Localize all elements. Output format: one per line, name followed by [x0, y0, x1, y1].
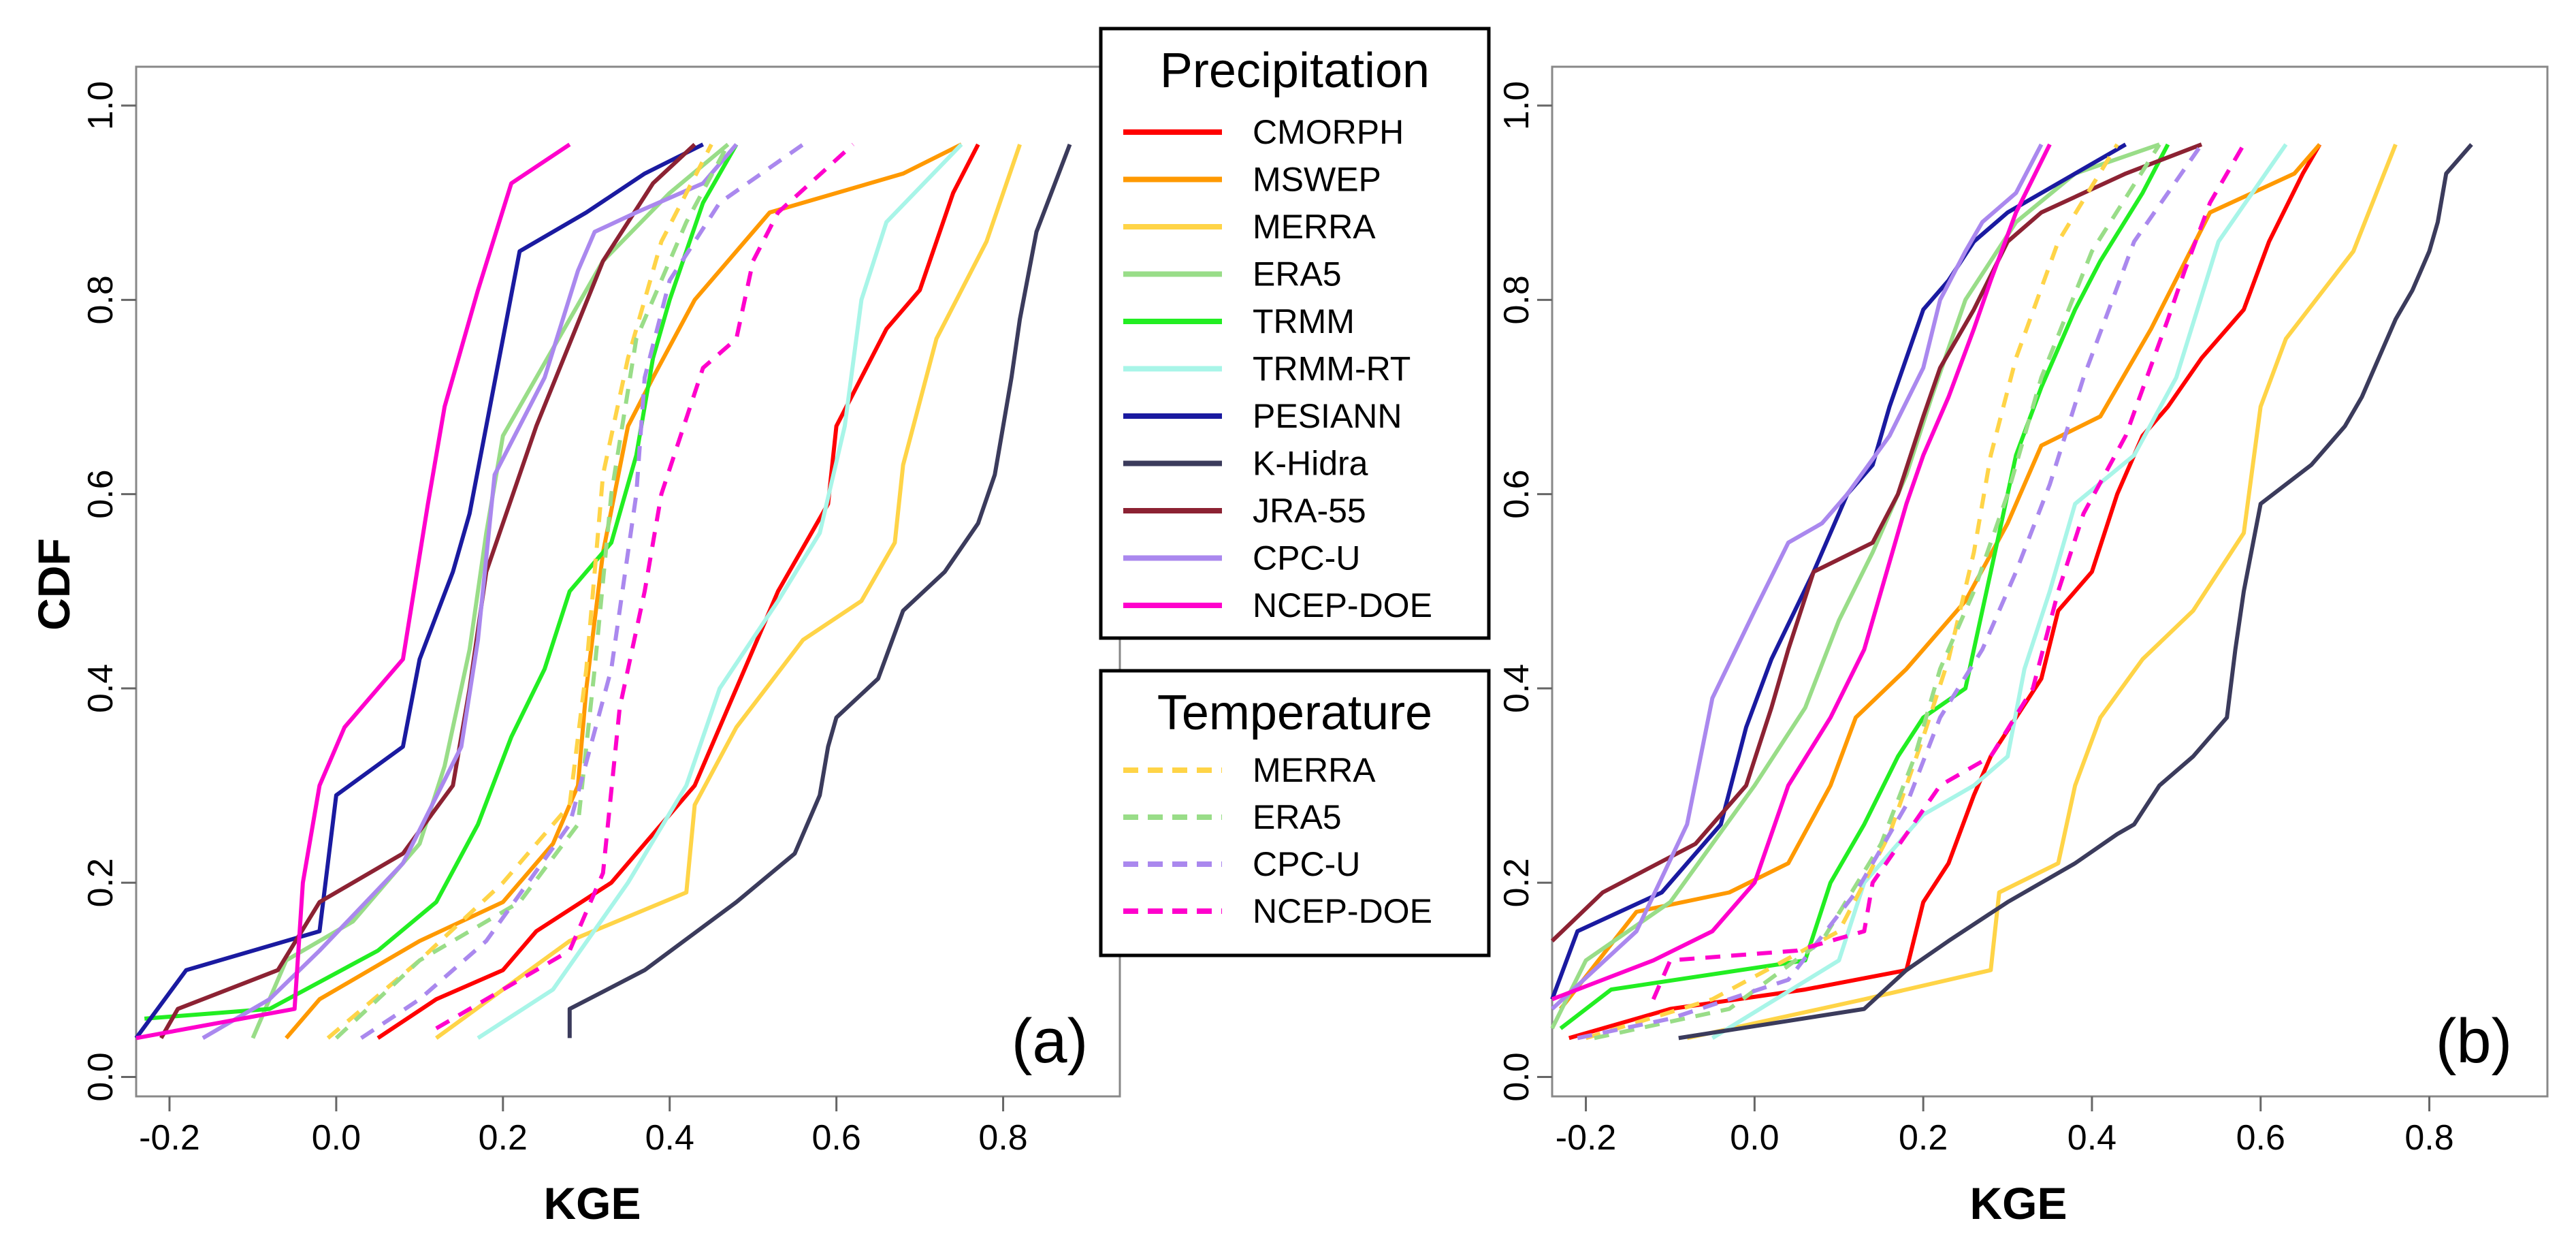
series-line-b-merra-temperature	[1585, 143, 2119, 1041]
series-line-b-ncep-doe-temperature	[1651, 143, 2246, 1000]
legend-label-ncep-doe: NCEP-DOE	[1253, 892, 1432, 930]
series-line-a-mswep	[285, 142, 963, 1040]
legend-temperature-box	[1099, 669, 1491, 957]
legend-temperature-title: Temperature	[1157, 686, 1432, 740]
series-line-a-pesiann	[134, 142, 705, 1040]
legend-temperature: Temperature MERRA ERA5 CPC-U NCEP-DOE	[1099, 669, 1491, 957]
series-line-a-trmm	[144, 143, 739, 1021]
x-tick-label-b: 0.8	[2404, 1118, 2453, 1158]
legend-precipitation: Precipitation CMORPH MSWEP MERRA ERA5 TRMM TR…	[1099, 27, 1491, 640]
legend-label-mswep: MSWEP	[1253, 161, 1381, 199]
series-line-a-merra-temperature	[326, 143, 713, 1040]
series-line-b-trmm	[1559, 143, 2170, 1030]
x-tick-label-a: -0.2	[139, 1118, 200, 1158]
series-line-b-trmm-rt	[1711, 143, 2288, 1040]
series-line-b-k-hidra	[1678, 143, 2473, 1041]
series-line-b-era5-temperature	[1594, 143, 2161, 1041]
series-line-a-cpc-u-temperature	[359, 142, 805, 1040]
series-line-a-merra	[435, 144, 1022, 1040]
panel-a-x-axis: -0.2 0.0 0.2 0.4 0.6 0.8	[139, 1096, 1028, 1158]
legend-label-merra: MERRA	[1253, 208, 1376, 246]
y-tick-label-b: 0.0	[1497, 1052, 1536, 1101]
legend-label-cpc-u: CPC-U	[1253, 845, 1360, 883]
legend-label-trmm-rt: TRMM-RT	[1253, 350, 1411, 388]
series-line-b-jra-55	[1550, 142, 2203, 942]
legend-temperature-entries: MERRA ERA5 CPC-U NCEP-DOE	[1123, 751, 1432, 930]
legend-label-k-hidra: K-Hidra	[1253, 445, 1368, 483]
legend-label-cpc-u: CPC-U	[1253, 539, 1360, 577]
legend-precipitation-entries: CMORPH MSWEP MERRA ERA5 TRMM TRMM-RT PESIANN K-…	[1123, 113, 1432, 624]
series-line-a-cpc-u	[202, 143, 738, 1040]
panel-b-frame	[1551, 65, 2549, 1098]
panel-a-label: (a)	[1012, 1006, 1088, 1076]
series-line-a-k-hidra	[567, 144, 1072, 1038]
y-tick-label-b: 1.0	[1497, 81, 1536, 130]
y-tick-label-a: 0.6	[81, 469, 120, 518]
panel-b-xlabel: KGE	[1969, 1178, 2067, 1228]
series-line-b-cpc-u	[1550, 143, 2044, 1011]
x-tick-label-b: 0.2	[1899, 1118, 1948, 1158]
series-line-b-merra	[1686, 143, 2398, 1041]
panel-a-series-group	[134, 142, 1072, 1041]
series-line-b-cpc-u-temperature	[1577, 143, 2204, 1041]
panel-a-ylabel: CDF	[29, 538, 79, 631]
x-tick-label-b: -0.2	[1556, 1118, 1617, 1158]
y-tick-label-a: 0.2	[81, 858, 120, 907]
legend-label-trmm: TRMM	[1253, 302, 1355, 340]
legend-label-ncep-doe: NCEP-DOE	[1253, 586, 1432, 624]
legend-label-era5: ERA5	[1253, 255, 1342, 294]
x-tick-label-a: 0.8	[978, 1118, 1027, 1158]
x-tick-label-a: 0.0	[312, 1118, 361, 1158]
x-tick-label-a: 0.4	[645, 1118, 694, 1158]
y-tick-label-b: 0.2	[1497, 858, 1536, 907]
series-line-b-ncep-doe	[1551, 143, 2052, 1002]
y-tick-label-b: 0.8	[1497, 275, 1536, 324]
legend-label-merra: MERRA	[1253, 751, 1376, 789]
panel-a-y-axis: 0.0 0.2 0.4 0.6 0.8 1.0	[81, 81, 136, 1102]
panel-b-y-axis: 0.0 0.2 0.4 0.6 0.8 1.0	[1497, 81, 1552, 1102]
legend-label-pesiann: PESIANN	[1253, 397, 1402, 435]
x-tick-label-b: 0.0	[1730, 1118, 1779, 1158]
legend-label-jra-55: JRA-55	[1253, 492, 1366, 530]
panel-a: -0.2 0.0 0.2 0.4 0.6 0.8 0.0 0.2 0.4 0.6 0.8 1.0 (…	[29, 65, 1121, 1228]
panel-b-x-axis: -0.2 0.0 0.2 0.4 0.6 0.8	[1556, 1096, 2454, 1158]
y-tick-label-b: 0.6	[1497, 469, 1536, 518]
series-line-b-pesiann	[1550, 142, 2127, 1000]
y-tick-label-b: 0.4	[1497, 664, 1536, 713]
legend-precipitation-title: Precipitation	[1160, 44, 1430, 98]
x-tick-label-b: 0.6	[2236, 1118, 2285, 1158]
x-tick-label-b: 0.4	[2067, 1118, 2116, 1158]
y-tick-label-a: 0.0	[81, 1052, 120, 1101]
series-line-a-trmm-rt	[477, 143, 963, 1040]
x-tick-label-a: 0.6	[811, 1118, 860, 1158]
series-line-a-cmorph	[376, 143, 980, 1040]
x-tick-label-a: 0.2	[479, 1118, 528, 1158]
panel-a-xlabel: KGE	[543, 1178, 641, 1228]
series-line-a-ncep-doe	[135, 142, 571, 1041]
legend-label-era5: ERA5	[1253, 798, 1342, 836]
panel-b-series-group	[1550, 142, 2473, 1041]
panel-b: -0.2 0.0 0.2 0.4 0.6 0.8 0.0 0.2 0.4 0.6 0.8 1.0 (…	[1497, 65, 2549, 1228]
y-tick-label-a: 0.8	[81, 275, 120, 324]
y-tick-label-a: 0.4	[81, 664, 120, 713]
panel-b-label: (b)	[2436, 1006, 2512, 1076]
series-line-b-cmorph	[1568, 143, 2322, 1041]
y-tick-label-a: 1.0	[81, 81, 120, 130]
series-line-a-ncep-doe-temperature	[435, 142, 855, 1030]
legend-label-cmorph: CMORPH	[1253, 113, 1404, 151]
